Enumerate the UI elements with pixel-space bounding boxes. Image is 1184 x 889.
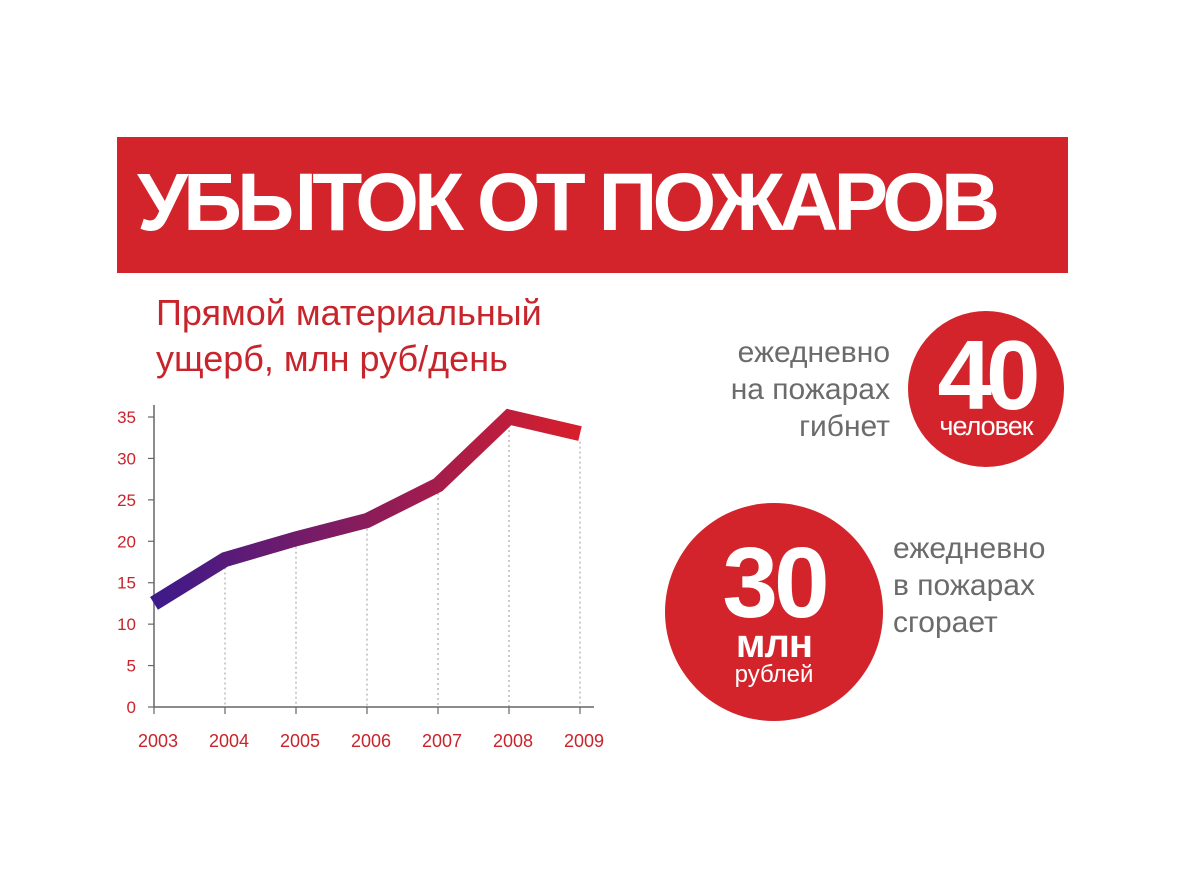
deaths-unit: человек [939, 411, 1033, 441]
y-tick-label-35: 35 [117, 408, 136, 427]
x-tick-label-2006: 2006 [351, 731, 391, 751]
x-tick-label-2004: 2004 [209, 731, 249, 751]
y-tick-label-5: 5 [127, 657, 136, 676]
deaths-circle: 40 человек [908, 311, 1064, 467]
y-tick-label-30: 30 [117, 449, 136, 468]
x-tick-label-2005: 2005 [280, 731, 320, 751]
chart-title-line-2: ущерб, млн руб/день [156, 338, 508, 379]
money-unit-2: рублей [734, 661, 814, 688]
x-tick-label-2008: 2008 [493, 731, 533, 751]
page-title: УБЫТОК ОТ ПОЖАРОВ [137, 157, 1000, 248]
x-tick-label-2007: 2007 [422, 731, 462, 751]
money-caption-line-1: ежедневно [893, 532, 1046, 565]
y-tick-label-20: 20 [117, 532, 136, 551]
series [150, 408, 582, 610]
y-tick-label-10: 10 [117, 615, 136, 634]
deaths-caption-line-2: на пожарах [730, 373, 890, 406]
deaths-caption-line-3: гибнет [799, 410, 890, 443]
deaths-caption-line-1: ежедневно [737, 336, 890, 369]
chart-title-line-1: Прямой материальный [156, 292, 542, 333]
chart-title: Прямой материальный ущерб, млн руб/день [156, 290, 616, 382]
x-tick-label-2003: 2003 [138, 731, 178, 751]
series-line [150, 408, 582, 610]
y-tick-labels: 0 5 10 15 20 25 30 35 [117, 408, 136, 717]
deaths-caption: ежедневно на пожарах гибнет [700, 334, 890, 445]
money-caption-line-3: сгорает [893, 606, 998, 639]
money-caption-line-2: в пожарах [893, 569, 1035, 602]
money-circle: 30 млн рублей [665, 503, 883, 721]
title-banner: УБЫТОК ОТ ПОЖАРОВ [117, 137, 1068, 273]
y-tick-label-0: 0 [127, 698, 136, 717]
money-number: 30 [722, 527, 829, 639]
x-tick-label-2009: 2009 [564, 731, 604, 751]
axes [148, 405, 594, 714]
x-tick-labels: 2003 2004 2005 2006 2007 2008 2009 [138, 731, 604, 751]
deaths-number: 40 [937, 320, 1040, 430]
money-unit: млн [735, 622, 813, 666]
gridlines [224, 425, 581, 707]
y-tick-label-15: 15 [117, 574, 136, 593]
money-caption: ежедневно в пожарах сгорает [893, 530, 1093, 641]
y-tick-label-25: 25 [117, 491, 136, 510]
